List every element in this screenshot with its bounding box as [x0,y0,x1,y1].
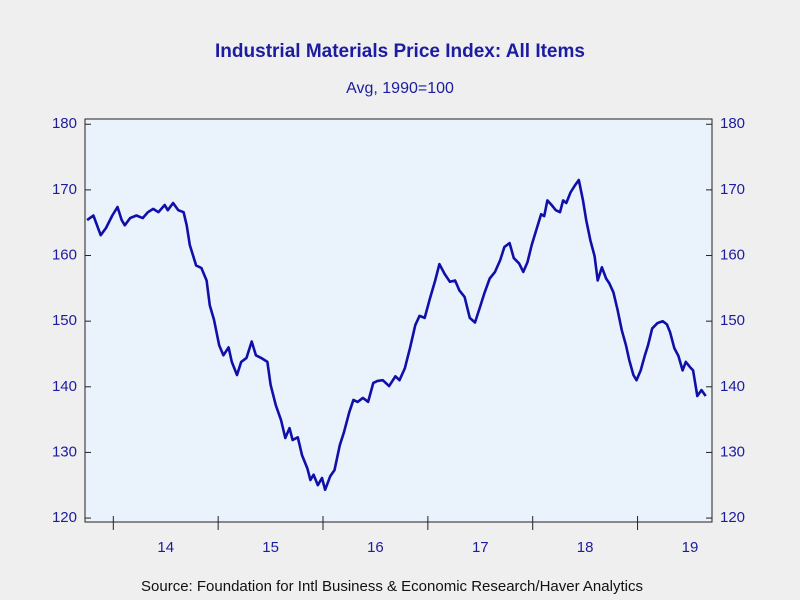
y-tick-label: 140 [52,378,77,395]
y2-tick-label: 120 [720,509,745,526]
x-tick-label: 14 [157,539,174,556]
chart-subtitle: Avg, 1990=100 [346,80,454,97]
x-tick-label: 17 [472,539,489,556]
y2-tick-label: 170 [720,181,745,198]
y-tick-label: 120 [52,509,77,526]
source-note: Source: Foundation for Intl Business & E… [141,578,643,595]
x-tick-label: 18 [577,539,594,556]
y2-tick-label: 130 [720,443,745,460]
x-tick-label: 15 [262,539,279,556]
chart-title: Industrial Materials Price Index: All It… [215,41,585,62]
y2-tick-label: 140 [720,378,745,395]
y2-tick-label: 160 [720,246,745,263]
y2-tick-label: 150 [720,312,745,329]
y-tick-label: 130 [52,443,77,460]
x-tick-label: 16 [367,539,384,556]
y-tick-label: 180 [52,115,77,132]
y-tick-label: 170 [52,181,77,198]
x-tick-label: 19 [682,539,699,556]
price-line [86,178,707,492]
plot-area [84,118,713,523]
y-tick-label: 160 [52,246,77,263]
y-tick-label: 150 [52,312,77,329]
y2-tick-label: 180 [720,115,745,132]
